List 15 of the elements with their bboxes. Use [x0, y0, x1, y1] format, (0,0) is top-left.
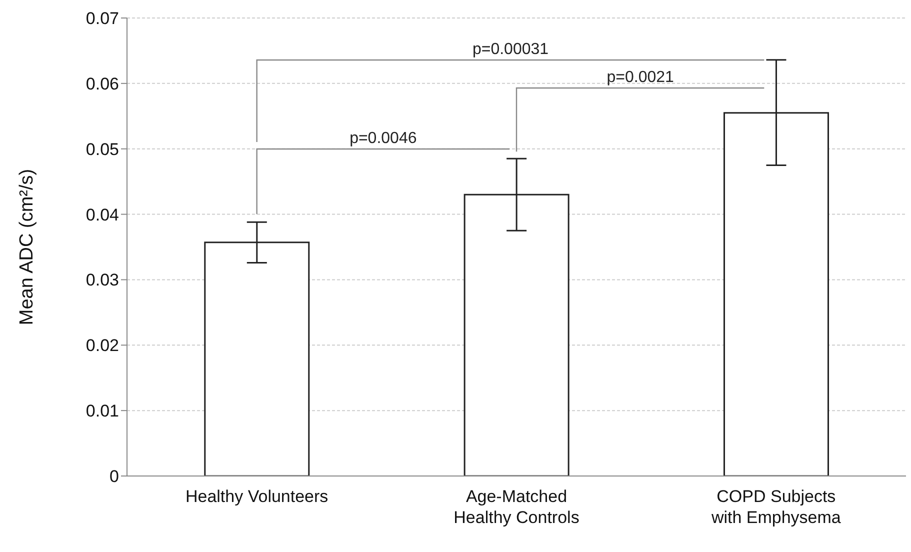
y-tick-label: 0.03 — [86, 270, 119, 290]
annotation: p=0.00031 — [472, 41, 549, 58]
x-tick-label: Healthy Volunteers — [185, 487, 328, 506]
annotation: p=0.0021 — [606, 69, 674, 86]
y-tick-label: 0.02 — [86, 336, 119, 356]
y-tick-label: 0.04 — [86, 205, 119, 224]
y-tick-label: 0.06 — [86, 74, 119, 94]
y-tick-label: 0.05 — [86, 140, 119, 159]
y-tick-label: 0.01 — [86, 402, 119, 421]
x-tick-label: Age-Matched Healthy Controls — [454, 487, 580, 527]
y-tick-label: 0.07 — [86, 9, 119, 28]
y-tick-label: 0 — [110, 467, 119, 486]
x-tick-label: COPD Subjects with Emphysema — [710, 487, 842, 527]
y-axis-title: Mean ADC (cm²/s) — [16, 168, 38, 326]
annotation: p=0.0046 — [350, 130, 417, 147]
